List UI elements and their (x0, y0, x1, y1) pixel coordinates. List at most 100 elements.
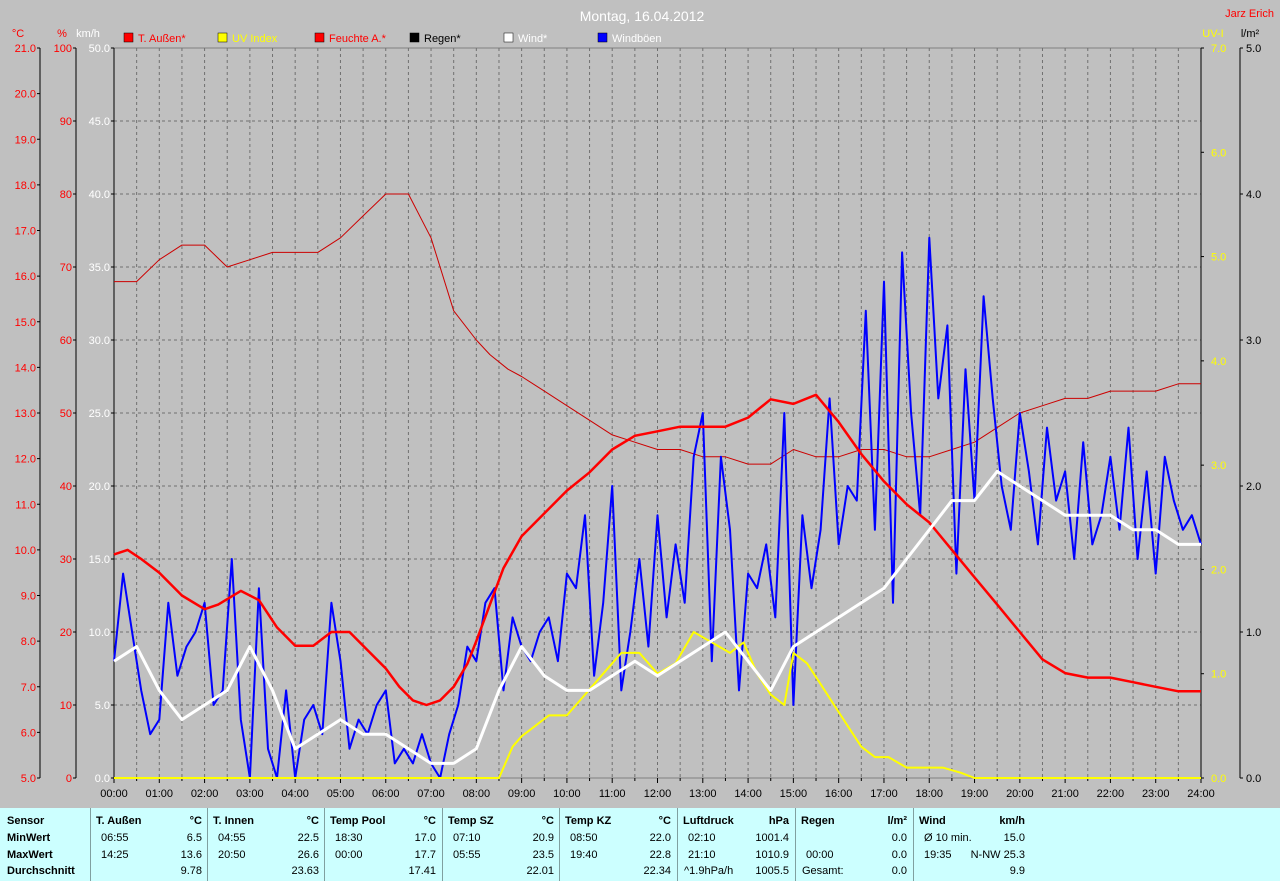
wind-tick-label: 15.0 (89, 554, 110, 566)
stat-max-time: 21:10 (688, 849, 716, 861)
humidity-tick-label: 90 (60, 116, 72, 128)
x-tick-label: 06:00 (372, 788, 400, 800)
stat-avg-label: Gesamt: (802, 865, 844, 877)
chart-title: Montag, 16.04.2012 (580, 8, 705, 24)
stat-min-time: 02:10 (688, 832, 716, 844)
stat-max-value: 22.8 (649, 849, 671, 861)
wind-tick-label: 10.0 (89, 627, 110, 639)
series-line-wind (113, 469, 1201, 765)
stat-min-value: 17.0 (414, 832, 436, 844)
stat-unit: °C (189, 815, 202, 827)
stat-unit: l/m² (887, 815, 907, 827)
temp-tick-label: 19.0 (15, 134, 36, 146)
humidity-tick-label: 50 (60, 408, 72, 420)
x-tick-label: 13:00 (689, 788, 717, 800)
wind-tick-label: 45.0 (89, 116, 110, 128)
x-tick-label: 03:00 (236, 788, 264, 800)
stat-max-value: 26.6 (297, 849, 319, 861)
temp-tick-label: 13.0 (15, 408, 36, 420)
humidity-tick-label: 20 (60, 627, 72, 639)
temp-tick-label: 8.0 (21, 636, 36, 648)
stat-avg-value: 9.78 (180, 865, 202, 877)
stat-avg-value: 22.34 (643, 865, 671, 877)
stat-block: Luftdruck hPa 02:10 1001.4 21:10 1010.9 ^1.9hP… (677, 808, 795, 881)
legend-swatch (123, 32, 134, 43)
legend-label: Windböen (612, 33, 662, 45)
stat-min-time: Ø 10 min. (924, 832, 972, 844)
x-tick-label: 04:00 (281, 788, 309, 800)
stat-sensor-name: Wind (919, 815, 946, 827)
stat-min-value: 0.0 (891, 832, 907, 844)
x-tick-label: 18:00 (915, 788, 943, 800)
stat-sensor-name: Temp KZ (565, 815, 612, 827)
stat-max-value: 17.7 (414, 849, 436, 861)
stat-avg-label: ^1.9hPa/h (684, 865, 734, 877)
stat-max-time: 19:40 (570, 849, 598, 861)
temp-tick-label: 7.0 (21, 682, 36, 694)
stats-panel: Sensor MinWert MaxWert Durchschnitt T. A… (0, 808, 1280, 881)
temp-tick-label: 11.0 (15, 499, 36, 511)
stat-avg-value: 9.9 (1009, 865, 1025, 877)
x-tick-label: 21:00 (1051, 788, 1079, 800)
stat-max-value: 0.0 (891, 849, 907, 861)
uv-tick-label: 5.0 (1211, 252, 1226, 264)
stat-block: Wind km/h Ø 10 min. 15.0 19:35 N-NW 25.3 9.9 (913, 808, 1031, 881)
stat-block: Temp SZ °C 07:10 20.9 05:55 23.5 22.01 (442, 808, 560, 881)
x-tick-label: 08:00 (463, 788, 491, 800)
stat-sensor-name: T. Innen (213, 815, 254, 827)
legend-swatch (503, 32, 514, 43)
stat-max-time: 00:00 (806, 849, 834, 861)
stat-max-time: 14:25 (101, 849, 129, 861)
uv-tick-label: 6.0 (1211, 147, 1226, 159)
stat-sensor-name: Temp Pool (330, 815, 386, 827)
stat-max-value: 1010.9 (755, 849, 789, 861)
temp-tick-label: 20.0 (15, 89, 36, 101)
legend-label: T. Außen* (138, 33, 186, 45)
x-tick-label: 19:00 (961, 788, 989, 800)
stat-max-time: 05:55 (453, 849, 481, 861)
uv-tick-label: 3.0 (1211, 460, 1226, 472)
stat-min-time: 06:55 (101, 832, 129, 844)
rain-tick-label: 1.0 (1246, 627, 1261, 639)
x-tick-label: 00:00 (100, 788, 128, 800)
humidity-tick-label: 70 (60, 262, 72, 274)
stat-block: Temp KZ °C 08:50 22.0 19:40 22.8 22.34 (559, 808, 677, 881)
x-tick-label: 23:00 (1142, 788, 1170, 800)
humidity-tick-label: 30 (60, 554, 72, 566)
x-tick-label: 20:00 (1006, 788, 1034, 800)
legend-label: UV Index (232, 33, 278, 45)
row-label-max: MaxWert (7, 849, 53, 861)
stat-sensor-name: T. Außen (96, 815, 142, 827)
rain-tick-label: 0.0 (1246, 773, 1261, 785)
uv-tick-label: 0.0 (1211, 773, 1226, 785)
stat-unit: °C (306, 815, 319, 827)
x-tick-label: 22:00 (1097, 788, 1125, 800)
uv-tick-label: 4.0 (1211, 356, 1226, 368)
uv-tick-label: 1.0 (1211, 669, 1226, 681)
stat-min-time: 18:30 (335, 832, 363, 844)
wind-tick-label: 40.0 (89, 189, 110, 201)
author-label: Jarz Erich (1225, 8, 1274, 20)
stat-sensor-name: Regen (801, 815, 835, 827)
humidity-tick-label: 80 (60, 189, 72, 201)
stat-avg-value: 23.63 (291, 865, 319, 877)
stat-unit: km/h (999, 815, 1025, 827)
x-tick-label: 24:00 (1187, 788, 1215, 800)
uv-tick-label: 7.0 (1211, 43, 1226, 55)
rain-tick-label: 4.0 (1246, 189, 1261, 201)
legend-swatch (597, 32, 608, 43)
x-tick-label: 07:00 (417, 788, 445, 800)
x-tick-label: 17:00 (870, 788, 898, 800)
stat-min-value: 15.0 (1003, 832, 1025, 844)
x-tick-label: 16:00 (825, 788, 853, 800)
humidity-tick-label: 10 (60, 700, 72, 712)
rain-tick-label: 2.0 (1246, 481, 1261, 493)
stat-unit: °C (541, 815, 554, 827)
x-tick-label: 09:00 (508, 788, 536, 800)
temp-tick-label: 9.0 (21, 591, 36, 603)
legend-swatch (217, 32, 228, 43)
x-tick-label: 10:00 (553, 788, 581, 800)
legend-swatch (409, 32, 420, 43)
temp-tick-label: 14.0 (15, 362, 36, 374)
wind-tick-label: 25.0 (89, 408, 110, 420)
